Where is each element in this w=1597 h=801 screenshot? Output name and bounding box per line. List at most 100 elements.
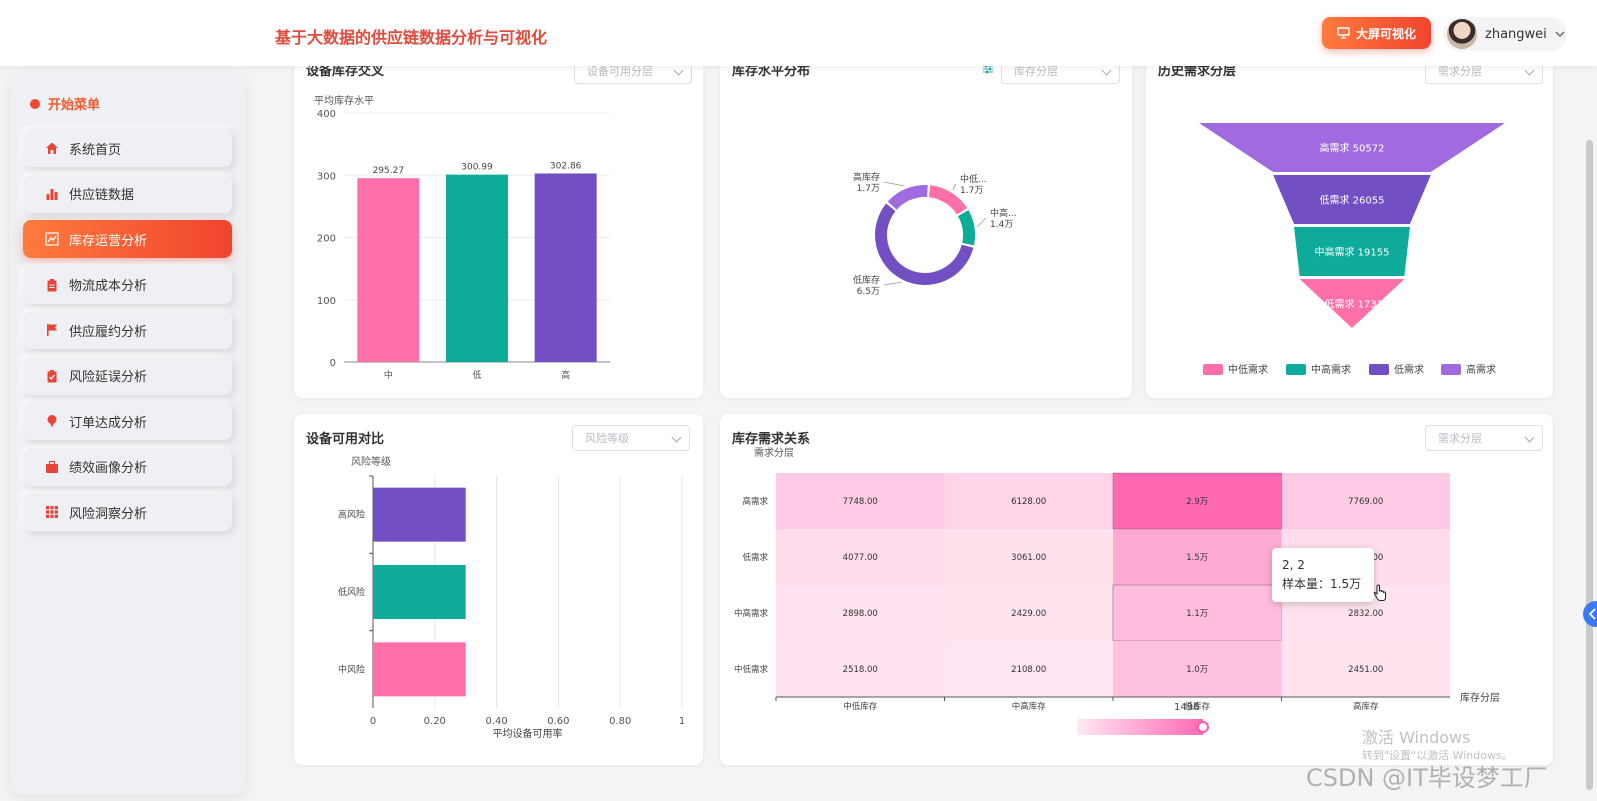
sidebar-item-6[interactable]: 订单达成分析 [23,402,232,440]
sidebar-item-label: 物流成本分析 [69,279,148,294]
app-title: 基于大数据的供应链数据分析与可视化 [275,28,548,47]
sidebar-item-0[interactable]: 系统首页 [23,129,232,167]
heatmap-cell [944,473,1113,529]
heatmap-cell-label: 2518.00 [843,665,878,675]
visual-map-bar [1077,719,1203,735]
slice-value-label: 6.5万 [857,287,880,297]
page-scrollbar[interactable] [1586,140,1593,790]
sidebar-item-4[interactable]: 供应履约分析 [23,311,232,349]
slice-value-label: 1.7万 [857,184,880,194]
funnel-stage-2 [1294,227,1410,276]
x-tick-label: 0.40 [485,716,507,727]
funnel-stage-label: 高需求 50572 [1320,142,1385,155]
x-tick-label: 0.60 [547,716,569,727]
heatmap-cell-label: 2.9万 [1186,497,1208,507]
x-tick-label: 低 [472,369,481,381]
bar-value-label: 300.99 [461,163,493,173]
sidebar-item-label: 供应履约分析 [69,324,148,340]
legend-label: 高需求 [1466,363,1496,376]
sidebar-item-8[interactable]: 风险洞察分析 [23,493,232,531]
sidebar-item-label: 系统首页 [69,142,122,158]
x-axis-title: 平均设备可用率 [493,727,563,740]
funnel-chart-demand: 高需求 50572 低需求 26055 中高需求 19155 中低需求 17315 中低… [1199,123,1505,376]
slice-value-label: 1.7万 [960,186,983,196]
y-tick-label: 0 [330,358,336,369]
sidebar-item-5[interactable]: 风险延误分析 [23,356,232,395]
x-tick-label: 中高库存 [1012,701,1047,712]
risk-level-select[interactable]: 风险等级 [572,425,690,451]
y-tick-label: 300 [317,171,336,182]
heatmap-cell-label: 2898.00 [843,609,878,619]
x-tick-label: 高 [561,369,570,381]
bigscreen-button[interactable]: 大屏可视化 [1322,17,1431,49]
sidebar-item-2[interactable]: 库存运营分析 [23,220,232,258]
select-value: 设备可用分层 [587,65,653,78]
y-tick-label: 200 [317,234,336,245]
y-tick-label: 100 [317,296,336,307]
y-tick-label: 低风险 [338,586,365,598]
heatmap-cell-label: 1.1万 [1186,609,1208,619]
funnel-stage-3 [1299,279,1405,328]
briefcase-icon [45,460,59,474]
grid-icon [45,505,59,519]
x-tick-label: 低库存 [1184,701,1210,712]
heatmap-cell [776,473,945,529]
heatmap-cell [776,585,945,641]
heatmap-cell-label: 2451.00 [1348,665,1383,675]
heatmap-cell [944,529,1113,585]
card-inventory-distribution: 库存水平分布 库存分层 中低... 1.7万 中高... 1.4万 低库存 6.5万 高库存… [720,52,1132,398]
card-inventory-demand: 库存需求关系 需求分层 需求分层 7748.00 6128.00 2.9万 7769.0… [720,414,1553,765]
chevron-down-icon [1555,31,1565,37]
heatmap-cell [1113,641,1282,697]
hand-cursor-icon [1373,584,1386,601]
heatmap-cell-label: 2429.00 [1011,609,1046,619]
bigscreen-label: 大屏可视化 [1355,26,1416,41]
heatmap-cell-label: 2108.00 [1011,665,1046,675]
avatar [1447,19,1477,49]
y-tick-label: 400 [317,109,336,120]
side-collapse-handle[interactable] [1583,601,1597,627]
slice-label: 高库存 [853,171,880,183]
sidebar-item-3[interactable]: 物流成本分析 [23,265,232,304]
sidebar-item-label: 库存运营分析 [69,233,148,249]
legend-label: 中高需求 [1311,363,1351,376]
visual-map-min-label: 1496 [1174,702,1199,713]
funnel-stage-label: 中高需求 19155 [1315,246,1390,259]
select-value: 需求分层 [1438,432,1482,445]
user-menu[interactable]: zhangwei [1443,17,1567,51]
sidebar-item-7[interactable]: 绩效画像分析 [23,447,232,486]
demand-tier-select-2[interactable]: 需求分层 [1425,425,1543,451]
sliders-icon[interactable] [982,63,994,75]
heatmap-cell [944,585,1113,641]
slice-label: 低库存 [853,274,880,286]
slice-label: 中高... [990,207,1017,219]
sidebar-item-1[interactable]: 供应链数据 [23,174,232,213]
heatmap-cell [776,529,945,585]
heatmap-cell-label: 6128.00 [1011,497,1046,507]
card-demand-tiers: 历史需求分层 需求分层 高需求 50572 低需求 26055 中高需求 19155… [1146,52,1553,398]
monitor-icon [1337,27,1350,39]
flag-icon [45,323,59,337]
funnel-stage-1 [1273,175,1431,224]
hbar-1 [373,565,466,619]
slice-leader-line [883,281,902,286]
sidebar-item-label: 风险洞察分析 [69,506,148,522]
select-value: 需求分层 [1438,65,1482,78]
sidebar-item-label: 绩效画像分析 [69,461,148,476]
card-title: 设备可用对比 [306,432,385,447]
heatmap-cell-label: 2832.00 [1348,609,1383,619]
donut-slice-3 [887,184,928,210]
x-axis-title: 库存分层 [1460,691,1500,704]
select-value: 风险等级 [585,432,629,445]
card-device-inventory: 设备库存交叉 设备可用分层 平均库存水平 0 100 200 300 400 295.27 中… [294,52,703,398]
bar-1 [446,174,508,362]
visual-map-handle [1197,721,1209,733]
bar-value-label: 295.27 [373,166,405,176]
y-tick-label: 高风险 [338,509,365,521]
y-tick-label: 低需求 [742,552,768,563]
clipboard-icon [45,278,59,292]
hbar-0 [373,487,466,542]
heatmap-cell [1113,529,1282,585]
sidebar-item-label: 供应链数据 [69,188,135,203]
